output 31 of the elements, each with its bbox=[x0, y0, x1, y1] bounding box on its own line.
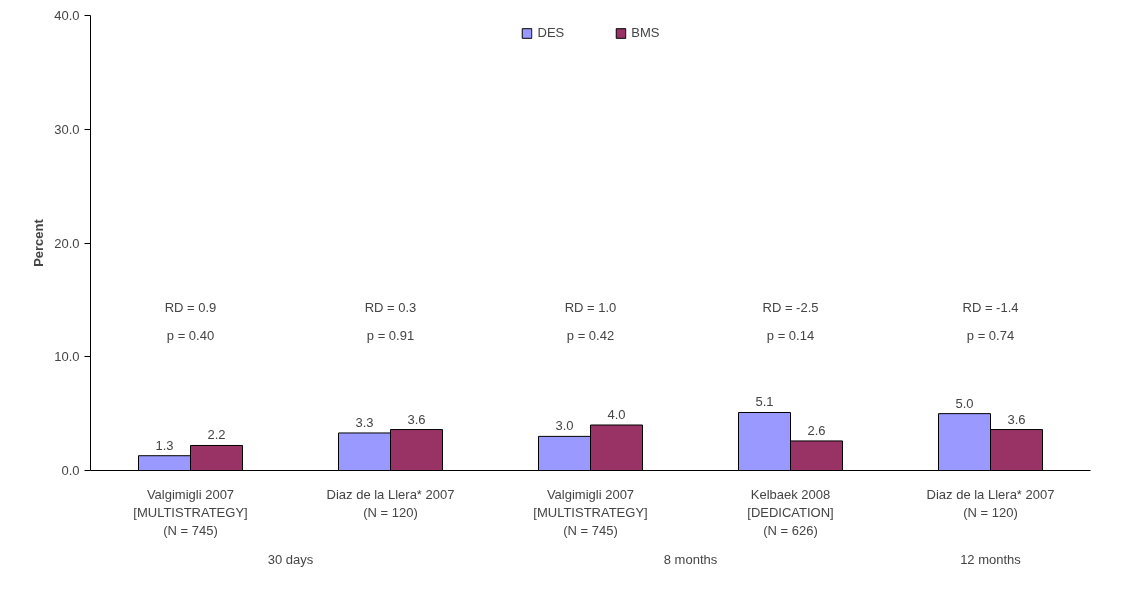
legend-label: DES bbox=[537, 25, 565, 40]
y-tick-label: 0.0 bbox=[61, 463, 80, 478]
text: 12 months bbox=[960, 551, 1022, 567]
annotation: RD = -1.4 p = 0.74 bbox=[962, 299, 1019, 344]
legend-label: BMS bbox=[631, 25, 660, 40]
text: 8 months bbox=[663, 551, 718, 567]
y-tick-label: 30.0 bbox=[54, 121, 80, 137]
data-label: 2.6 bbox=[807, 422, 826, 438]
data-label: 5.0 bbox=[955, 395, 974, 411]
x-tick-label: Diaz de la Llera* 2007 (N = 120) bbox=[326, 486, 455, 520]
x-tick-label: Valgimigli 2007 [MULTISTRATEGY] (N = 745) bbox=[133, 486, 248, 538]
x-tick-label: Valgimigli 2007 [MULTISTRATEGY] (N = 745) bbox=[533, 486, 648, 538]
annotation: RD = 0.3 p = 0.91 bbox=[364, 299, 417, 344]
data-label: 3.0 bbox=[555, 418, 574, 434]
y-tick-label: 10.0 bbox=[54, 349, 80, 365]
text: 30 days bbox=[267, 551, 314, 567]
x-tick-label: Kelbaek 2008 [DEDICATION] (N = 626) bbox=[747, 486, 834, 538]
annotation: RD = 0.9 p = 0.40 bbox=[164, 299, 217, 344]
data-label: 4.0 bbox=[607, 407, 626, 422]
data-label: 1.3 bbox=[155, 437, 174, 453]
annotation: RD = 1.0 p = 0.42 bbox=[564, 299, 617, 344]
y-tick-label: 40.0 bbox=[54, 8, 80, 23]
data-label: 2.2 bbox=[207, 427, 226, 443]
data-label: 3.3 bbox=[355, 414, 374, 430]
annotation: RD = -2.5 p = 0.14 bbox=[762, 299, 819, 344]
data-label: 5.1 bbox=[755, 394, 774, 410]
y-tick-label: 20.0 bbox=[54, 235, 80, 251]
data-label: 3.6 bbox=[1007, 411, 1026, 427]
y-axis-title: Percent bbox=[31, 218, 47, 267]
x-tick-label: Diaz de la Llera* 2007 (N = 120) bbox=[926, 486, 1055, 520]
data-label: 3.6 bbox=[407, 411, 426, 427]
